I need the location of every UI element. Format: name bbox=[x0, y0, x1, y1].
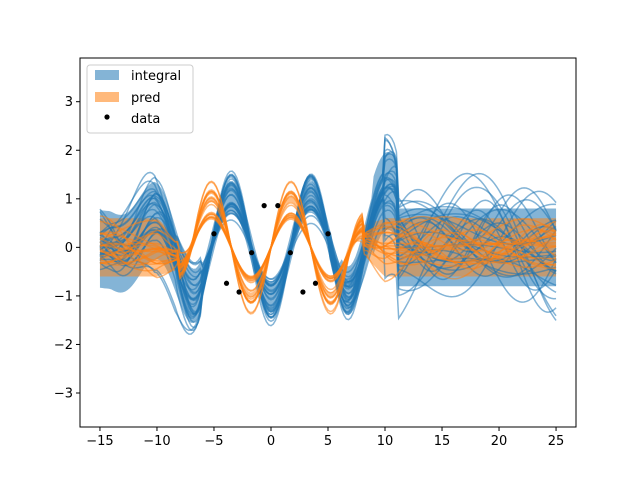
legend-label-data: data bbox=[131, 112, 160, 127]
x-tick-label: 25 bbox=[548, 434, 565, 449]
legend-label-pred: pred bbox=[131, 91, 161, 106]
data-point bbox=[287, 250, 293, 256]
pred-sample-line bbox=[99, 213, 557, 280]
y-axis: −3 −2 −1 0 1 2 3 bbox=[54, 95, 80, 402]
pred-sample-line bbox=[99, 180, 557, 315]
x-tick-label: 15 bbox=[434, 434, 451, 449]
pred-sample-line bbox=[99, 192, 557, 303]
y-tick-label: 0 bbox=[65, 241, 73, 256]
data-point bbox=[249, 250, 255, 256]
x-tick-label: 10 bbox=[377, 434, 394, 449]
y-tick-label: 3 bbox=[65, 95, 73, 110]
x-tick-label: 5 bbox=[324, 434, 332, 449]
pred-sample-line bbox=[99, 189, 557, 306]
x-tick-label: −5 bbox=[204, 434, 223, 449]
data-point bbox=[325, 231, 331, 237]
y-tick-label: −1 bbox=[54, 289, 73, 304]
legend-swatch-pred bbox=[95, 92, 119, 102]
x-axis: −15 −10 −5 0 5 10 15 20 25 bbox=[86, 427, 564, 449]
legend-label-integral: integral bbox=[131, 69, 181, 84]
data-point bbox=[211, 231, 217, 237]
y-tick-label: 1 bbox=[65, 192, 73, 207]
data-point bbox=[261, 203, 267, 209]
legend-box bbox=[86, 64, 194, 134]
data-point bbox=[275, 203, 281, 209]
y-tick-label: 2 bbox=[65, 144, 73, 159]
legend-marker-data bbox=[104, 114, 110, 120]
x-tick-label: −15 bbox=[86, 434, 113, 449]
pred-sample-line bbox=[99, 203, 557, 292]
y-tick-label: −3 bbox=[54, 387, 73, 402]
data-point bbox=[223, 280, 230, 286]
data-point bbox=[312, 280, 319, 286]
data-points bbox=[211, 203, 331, 295]
integral-sample-line bbox=[99, 172, 557, 327]
data-point bbox=[300, 289, 306, 295]
data-point bbox=[236, 289, 242, 295]
pred-sample-line bbox=[99, 212, 557, 282]
y-tick-label: −2 bbox=[54, 338, 73, 353]
x-tick-label: −10 bbox=[143, 434, 170, 449]
x-tick-label: 0 bbox=[267, 434, 275, 449]
legend: integral pred data bbox=[86, 64, 194, 134]
pred-sample-line bbox=[99, 191, 557, 304]
sample-lines bbox=[99, 133, 557, 335]
legend-swatch-integral bbox=[95, 70, 119, 80]
x-tick-label: 20 bbox=[491, 434, 508, 449]
